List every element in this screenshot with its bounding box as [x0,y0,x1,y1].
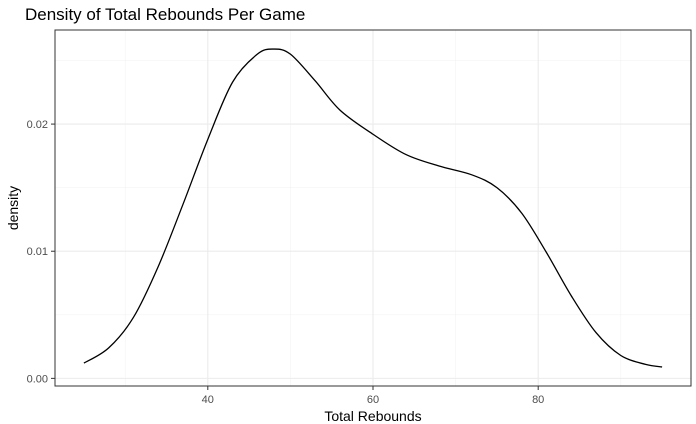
y-tick-label: 0.02 [27,119,48,131]
x-tick-label: 80 [532,394,544,406]
x-tick-label: 40 [202,394,214,406]
axis-ticks: 40 60 80 0.00 0.01 0.02 [27,119,545,406]
y-tick-label: 0.00 [27,373,48,385]
x-tick-label: 60 [367,394,379,406]
chart-title: Density of Total Rebounds Per Game [25,5,305,24]
x-axis-title: Total Rebounds [324,408,421,424]
y-tick-label: 0.01 [27,246,48,258]
y-axis-title: density [5,186,21,230]
grid-lines [55,30,691,386]
density-curve [83,48,663,368]
